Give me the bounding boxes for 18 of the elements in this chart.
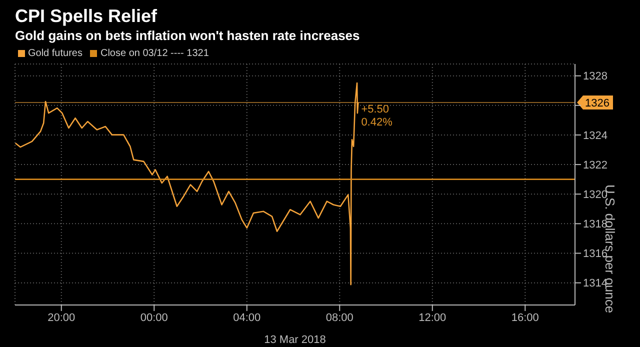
chart-subtitle: Gold gains on bets inflation won't hasten rate increases — [14, 27, 361, 45]
line-series — [15, 82, 359, 286]
x-tick-label: 04:00 — [233, 312, 261, 324]
x-tick-label: 16:00 — [511, 312, 539, 324]
x-axis-title: 13 Mar 2018 — [264, 334, 326, 346]
legend-label: Gold futures — [27, 46, 82, 60]
x-tick-label: 00:00 — [140, 312, 168, 324]
annotation: 0.42% — [361, 116, 393, 128]
x-tick-label: 12:00 — [418, 312, 446, 324]
x-tick-label: 08:00 — [326, 312, 354, 324]
y-tick-label: 1324 — [583, 130, 608, 142]
y-tick-label: 1322 — [583, 159, 608, 172]
x-tick-label: 20:00 — [48, 312, 76, 324]
y-tick-label: 1328 — [583, 70, 608, 83]
chart-title: CPI Spells Relief — [14, 5, 158, 26]
ref-line-label: 1326 — [585, 97, 610, 110]
legend-label: Close on 03/12 ---- 1321 — [99, 46, 209, 60]
annotation: +5.50 — [361, 103, 390, 116]
